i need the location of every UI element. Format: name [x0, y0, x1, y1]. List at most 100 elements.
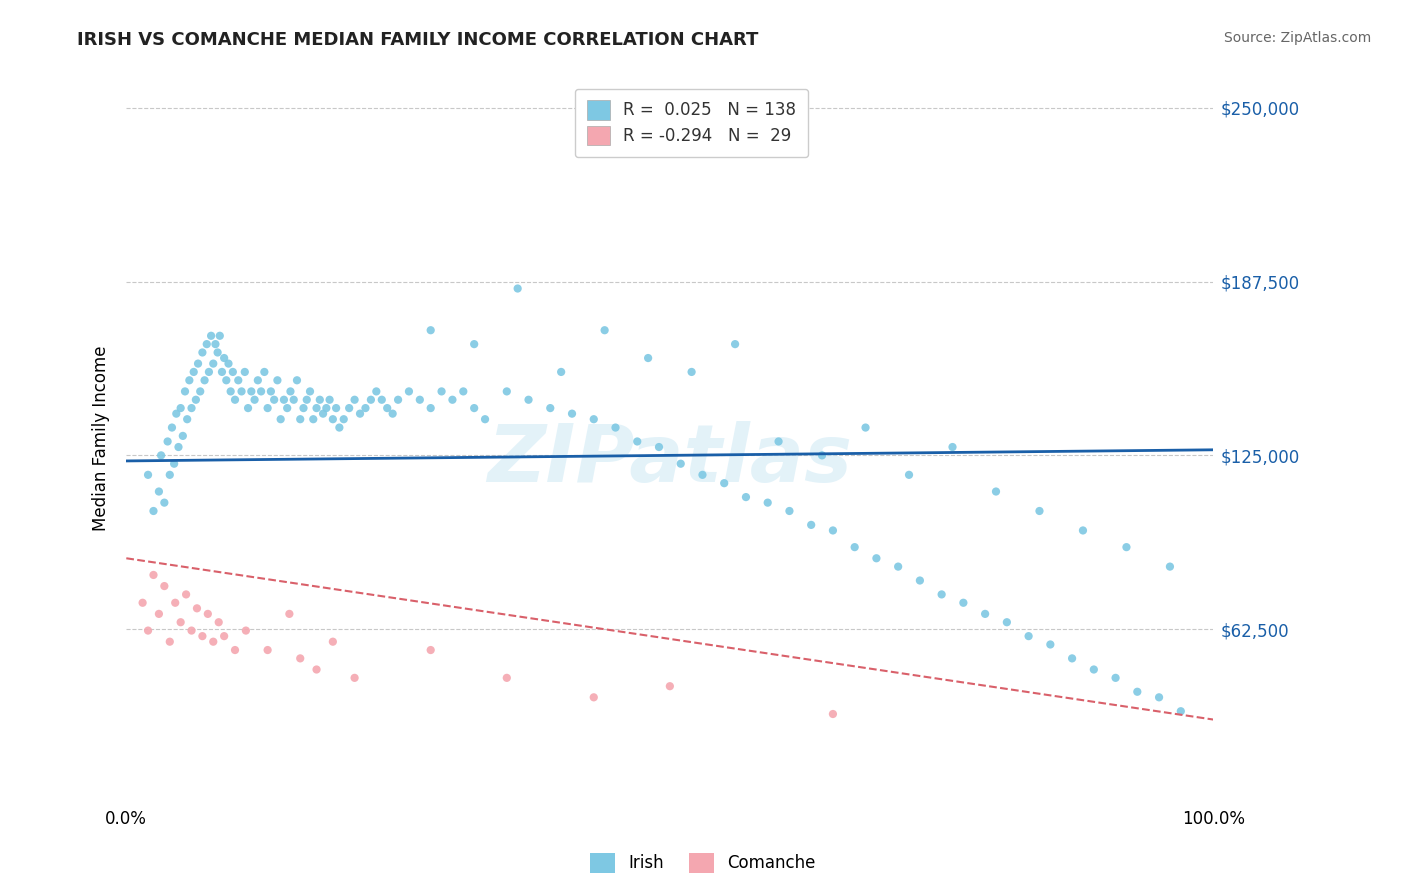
Point	[821, 524, 844, 538]
Point	[898, 467, 921, 482]
Point	[160, 420, 183, 434]
Point	[941, 440, 963, 454]
Point	[778, 504, 800, 518]
Point	[1126, 685, 1149, 699]
Point	[233, 365, 256, 379]
Point	[648, 440, 671, 454]
Point	[398, 384, 420, 399]
Text: Source: ZipAtlas.com: Source: ZipAtlas.com	[1223, 31, 1371, 45]
Point	[285, 373, 308, 387]
Point	[136, 467, 159, 482]
Point	[669, 457, 692, 471]
Point	[263, 392, 285, 407]
Point	[855, 420, 877, 434]
Point	[360, 392, 382, 407]
Point	[191, 345, 214, 359]
Point	[430, 384, 453, 399]
Point	[550, 365, 572, 379]
Point	[207, 345, 229, 359]
Point	[371, 392, 394, 407]
Point	[163, 457, 186, 471]
Point	[582, 690, 605, 705]
Point	[243, 392, 266, 407]
Point	[222, 365, 245, 379]
Point	[187, 357, 209, 371]
Point	[197, 607, 219, 621]
Point	[167, 440, 190, 454]
Point	[322, 412, 344, 426]
Point	[180, 401, 202, 416]
Point	[169, 401, 191, 416]
Point	[153, 496, 176, 510]
Point	[219, 384, 242, 399]
Point	[1104, 671, 1126, 685]
Point	[208, 328, 231, 343]
Point	[756, 496, 779, 510]
Point	[208, 615, 231, 630]
Point	[1170, 704, 1192, 718]
Point	[235, 624, 257, 638]
Point	[658, 679, 681, 693]
Point	[280, 384, 302, 399]
Point	[441, 392, 464, 407]
Point	[256, 643, 278, 657]
Point	[278, 607, 301, 621]
Point	[176, 412, 198, 426]
Point	[191, 629, 214, 643]
Point	[256, 401, 278, 416]
Point	[169, 615, 191, 630]
Point	[179, 373, 201, 387]
Point	[224, 643, 246, 657]
Point	[312, 407, 335, 421]
Legend: Irish, Comanche: Irish, Comanche	[583, 847, 823, 880]
Point	[626, 434, 648, 449]
Point	[302, 412, 325, 426]
Point	[308, 392, 330, 407]
Point	[165, 407, 187, 421]
Point	[952, 596, 974, 610]
Point	[495, 384, 517, 399]
Point	[212, 629, 235, 643]
Point	[1028, 504, 1050, 518]
Point	[315, 401, 337, 416]
Point	[724, 337, 747, 351]
Point	[366, 384, 388, 399]
Point	[381, 407, 404, 421]
Point	[974, 607, 997, 621]
Point	[538, 401, 561, 416]
Point	[463, 337, 485, 351]
Point	[270, 412, 292, 426]
Point	[246, 373, 269, 387]
Point	[409, 392, 432, 407]
Point	[931, 587, 953, 601]
Point	[305, 401, 328, 416]
Point	[349, 407, 371, 421]
Point	[200, 328, 222, 343]
Y-axis label: Median Family Income: Median Family Income	[93, 345, 110, 531]
Point	[322, 634, 344, 648]
Point	[266, 373, 288, 387]
Point	[184, 392, 207, 407]
Point	[865, 551, 887, 566]
Point	[212, 351, 235, 365]
Point	[681, 365, 703, 379]
Point	[218, 357, 240, 371]
Point	[150, 449, 173, 463]
Text: IRISH VS COMANCHE MEDIAN FAMILY INCOME CORRELATION CHART: IRISH VS COMANCHE MEDIAN FAMILY INCOME C…	[77, 31, 759, 49]
Point	[202, 357, 225, 371]
Point	[202, 634, 225, 648]
Point	[174, 587, 197, 601]
Point	[692, 467, 714, 482]
Point	[273, 392, 295, 407]
Point	[290, 412, 312, 426]
Point	[136, 624, 159, 638]
Point	[1159, 559, 1181, 574]
Point	[131, 596, 153, 610]
Point	[463, 401, 485, 416]
Point	[159, 634, 181, 648]
Point	[231, 384, 253, 399]
Point	[283, 392, 305, 407]
Point	[156, 434, 179, 449]
Point	[1071, 524, 1094, 538]
Point	[250, 384, 273, 399]
